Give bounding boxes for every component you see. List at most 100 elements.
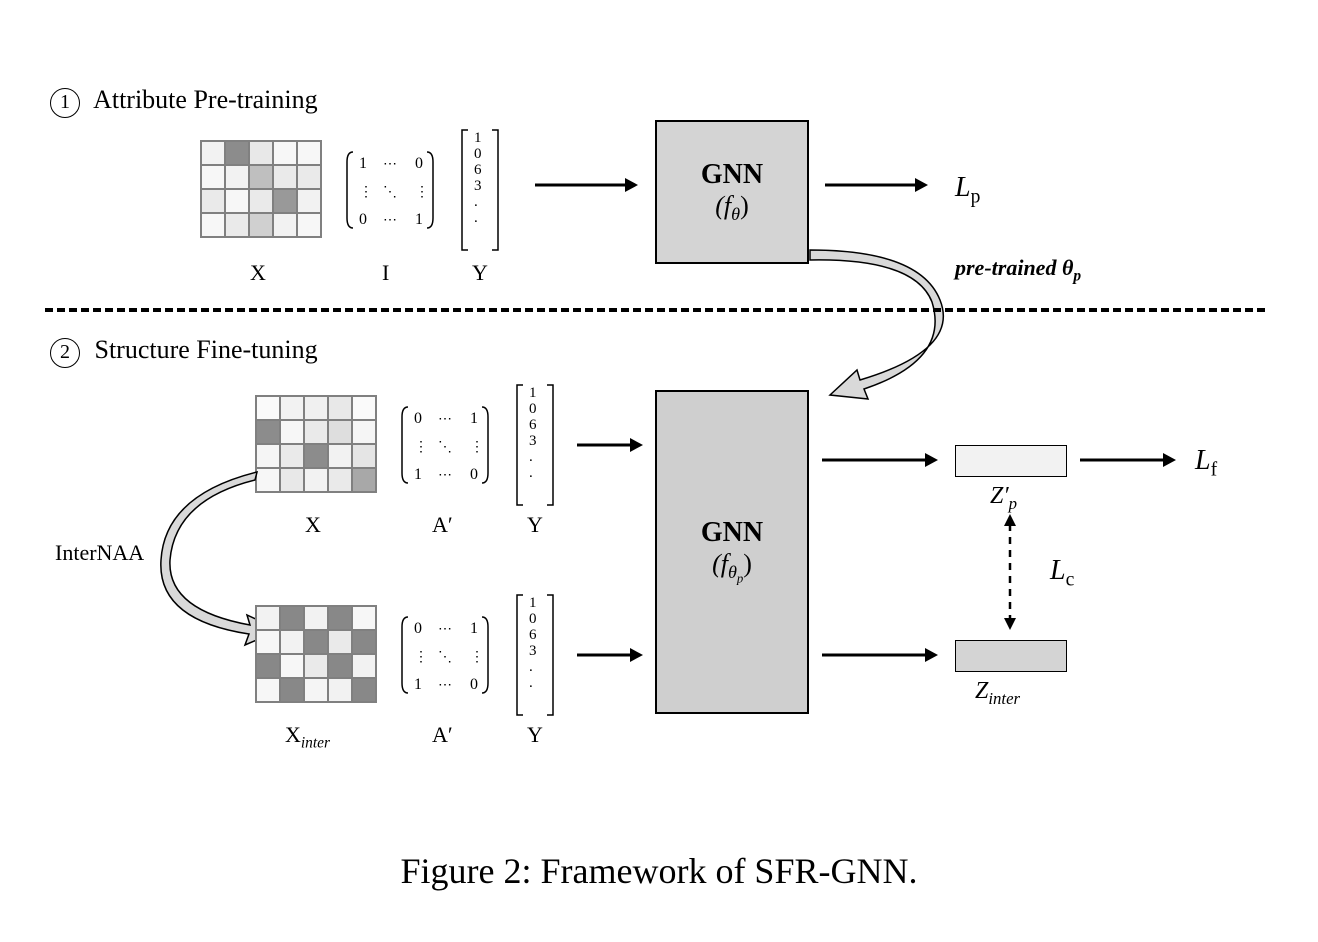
y3-5: . <box>529 675 537 691</box>
grid-cell <box>352 420 376 444</box>
svg-text:0: 0 <box>470 466 478 483</box>
grid-cell <box>328 654 352 678</box>
vector-Y-1: 1 0 6 3 . . <box>460 128 500 257</box>
grid-cell <box>352 468 376 492</box>
y2-4: . <box>529 449 537 465</box>
label-I: I <box>382 260 389 286</box>
vector-Y-3: 1 0 6 3 . . <box>515 593 555 722</box>
grid-cell <box>304 468 328 492</box>
label-Y-3-text: Y <box>527 722 543 747</box>
y3-1: 0 <box>529 611 537 627</box>
gnn2-fclose: ) <box>743 549 752 578</box>
yvec2-vals: 1 0 6 3 . . <box>529 385 537 481</box>
svg-text:⋯: ⋯ <box>438 468 452 483</box>
dots-d: ⋱ <box>383 185 397 200</box>
caption-text: Figure 2: Framework of SFR-GNN. <box>401 851 918 891</box>
Zp-Z: Z′ <box>990 483 1009 509</box>
grid-cell <box>304 654 328 678</box>
arrow-to-gnn1 <box>530 175 640 195</box>
label-pretrained: pre-trained θp <box>955 255 1081 285</box>
y2-0: 1 <box>529 385 537 401</box>
grid-cell <box>256 654 280 678</box>
label-Ap1-text: A′ <box>432 512 453 537</box>
matrix-x-finetune-bot <box>255 605 377 703</box>
svg-text:⋱: ⋱ <box>438 650 452 665</box>
Lc-sub: c <box>1066 570 1075 591</box>
label-internaa: InterNAA <box>55 540 144 566</box>
grid-cell <box>328 630 352 654</box>
gnn1-theta: θ <box>731 204 740 224</box>
bracket-I: 1 0 0 1 ⋯ ⋯ ⋮ ⋮ ⋱ <box>345 148 435 232</box>
svg-text:⋯: ⋯ <box>438 622 452 637</box>
y1-5: . <box>474 210 482 226</box>
grid-cell <box>256 678 280 702</box>
mI-br: 1 <box>415 211 423 228</box>
yvec1-vals: 1 0 6 3 . . <box>474 130 482 226</box>
label-X-1-text: X <box>250 260 266 285</box>
gnn2-theta: θp <box>728 562 743 582</box>
y3-3: 3 <box>529 643 537 659</box>
y1-0: 1 <box>474 130 482 146</box>
gnn1-fclose: ) <box>740 191 749 220</box>
gnn2-sub: (fθp) <box>712 549 752 587</box>
label-X-2-text: X <box>305 512 321 537</box>
grid-cell <box>249 165 273 189</box>
label-Y-2-text: Y <box>527 512 543 537</box>
label-X-2: X <box>305 512 321 538</box>
gnn-box-2: GNN (fθp) <box>655 390 809 714</box>
grid-cell <box>352 678 376 702</box>
Zinter-sub: inter <box>988 689 1020 708</box>
grid-cell <box>273 165 297 189</box>
section2-title: 2 Structure Fine-tuning <box>50 335 318 368</box>
svg-text:1: 1 <box>414 466 422 483</box>
grid-cell <box>297 141 321 165</box>
svg-text:⋯: ⋯ <box>438 412 452 427</box>
label-Ap2-text: A′ <box>432 722 453 747</box>
grid-cell <box>304 444 328 468</box>
grid-cell <box>280 606 304 630</box>
gnn2-title: GNN <box>701 517 763 549</box>
grid-cell <box>304 606 328 630</box>
pretrained-text: pre-trained θ <box>955 255 1073 280</box>
grid-cell <box>297 165 321 189</box>
grid-cell <box>304 396 328 420</box>
label-Aprime-2: A′ <box>432 722 453 748</box>
grid-cell <box>328 468 352 492</box>
grid-cell <box>225 165 249 189</box>
zinter-rect <box>955 640 1067 672</box>
section2-text: Structure Fine-tuning <box>95 335 318 364</box>
vector-Y-2: 1 0 6 3 . . <box>515 383 555 512</box>
grid-cell <box>280 630 304 654</box>
grid-cell <box>201 165 225 189</box>
grid-cell <box>328 678 352 702</box>
gnn1-fopen: (f <box>715 191 731 220</box>
svg-text:⋮: ⋮ <box>470 440 484 455</box>
grid-cell <box>304 420 328 444</box>
svg-text:⋯: ⋯ <box>438 678 452 693</box>
label-Xinter: Xinter <box>285 722 330 752</box>
divider <box>45 308 1265 312</box>
arrow-to-Lf <box>1078 450 1178 470</box>
gnn1-title: GNN <box>701 159 763 191</box>
dots-l: ⋮ <box>359 185 373 200</box>
Lc-L: L <box>1050 555 1066 586</box>
label-Aprime-1: A′ <box>432 512 453 538</box>
grid-cell <box>328 420 352 444</box>
grid-cell <box>352 630 376 654</box>
grid-cell <box>304 678 328 702</box>
label-Zp: Z′p <box>990 483 1017 514</box>
Lp-sub: p <box>971 187 981 208</box>
Lf-L: L <box>1195 445 1211 476</box>
label-X-1: X <box>250 260 266 286</box>
svg-text:⋮: ⋮ <box>414 440 428 455</box>
zp-rect <box>955 445 1067 477</box>
y2-3: 3 <box>529 433 537 449</box>
label-I-text: I <box>382 260 389 285</box>
Xinter-X: X <box>285 722 301 747</box>
grid-x-pretrain <box>200 140 322 238</box>
arrow-to-Zp <box>820 450 940 470</box>
y2-5: . <box>529 465 537 481</box>
grid-cell <box>328 444 352 468</box>
grid-cell <box>249 189 273 213</box>
bracket-A1: 0 1 1 0 ⋯ ⋯ ⋮ ⋮ ⋱ <box>400 403 490 487</box>
